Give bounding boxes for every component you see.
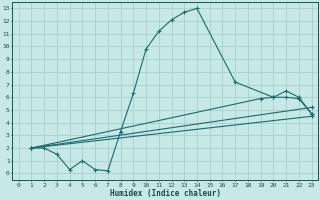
X-axis label: Humidex (Indice chaleur): Humidex (Indice chaleur) bbox=[110, 189, 220, 198]
